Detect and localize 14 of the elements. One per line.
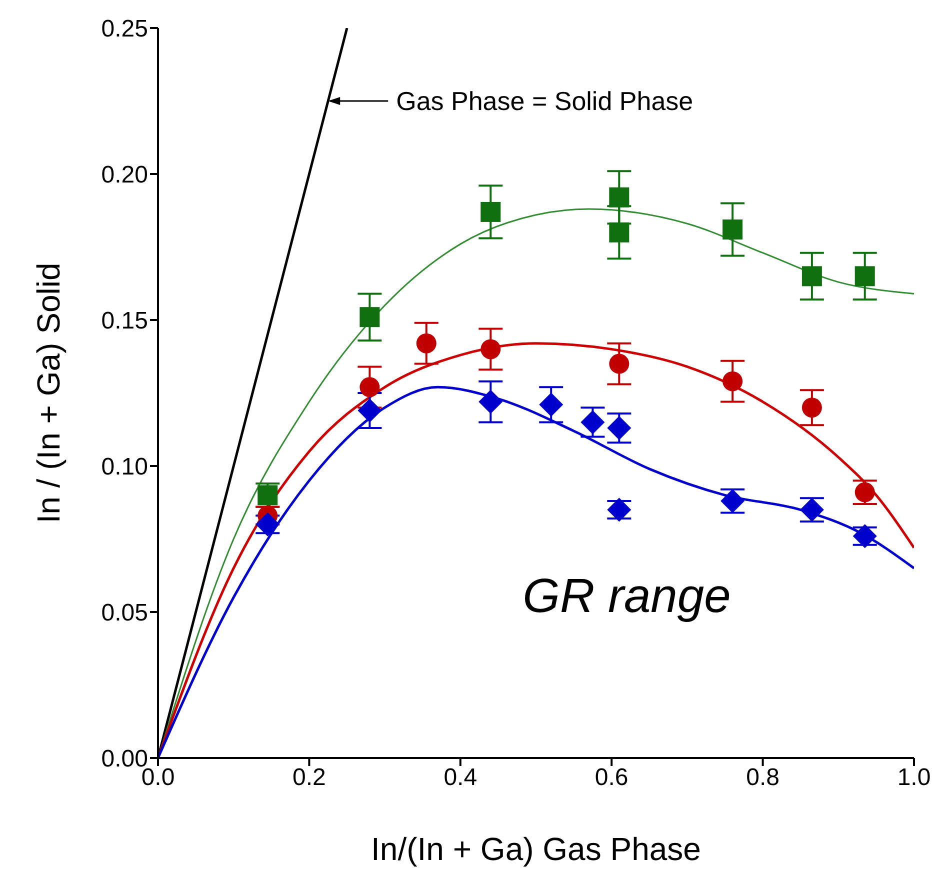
x-tick-label: 1.0 (897, 764, 931, 792)
x-tick-label: 0.6 (594, 764, 628, 792)
y-tick-label: 0.20 (101, 162, 148, 189)
y-tick-label: 0.15 (101, 308, 148, 335)
annotation: Gas Phase = Solid Phase (396, 86, 694, 116)
y-tick-label: 0.25 (101, 16, 148, 43)
y-tick-label: 0.10 (101, 454, 148, 481)
y-axis-title: In / (In + Ga) Solid (30, 262, 66, 524)
x-tick-label: 0.2 (292, 764, 326, 792)
annotation: GR range (522, 570, 731, 623)
x-axis-title: In/(In + Ga) Gas Phase (371, 831, 701, 867)
x-tick-label: 0.8 (746, 764, 780, 792)
x-tick-label: 0.4 (444, 764, 478, 792)
y-tick-label: 0.05 (101, 600, 148, 627)
